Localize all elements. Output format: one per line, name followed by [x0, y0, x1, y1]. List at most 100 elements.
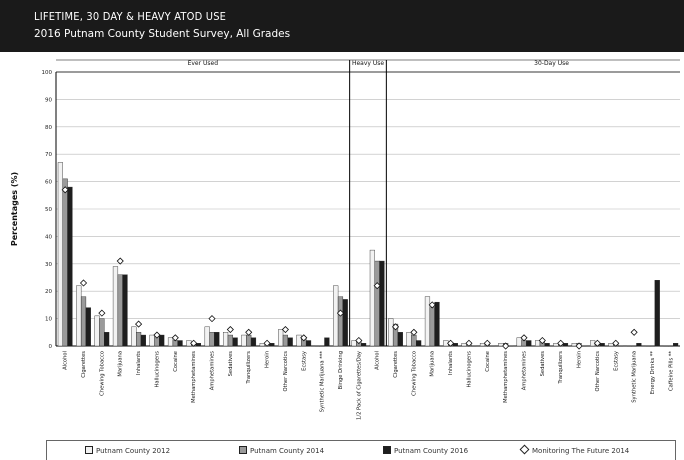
legend-label-2014: Putnam County 2014 — [250, 447, 325, 455]
section-label: Heavy Use — [352, 60, 384, 67]
mtf-marker — [153, 331, 161, 339]
bar — [278, 329, 284, 347]
x-tick-label: 1/2 Pack of Cigarettes/Day — [356, 351, 362, 420]
section-label: 30-Day Use — [534, 60, 569, 67]
x-tick-label: Hallucinogens — [466, 351, 472, 388]
legend-marker-mtf — [519, 444, 530, 455]
x-tick-label: Alcohol — [375, 351, 381, 370]
x-tick-label: Marijuana — [430, 351, 436, 377]
x-tick-label: Cocaine — [485, 351, 491, 372]
x-tick-label: Inhalants — [448, 351, 454, 375]
y-tick-label: 100 — [42, 70, 53, 76]
bar — [397, 332, 403, 347]
mtf-marker — [575, 342, 583, 350]
y-tick-label: 30 — [45, 262, 52, 268]
mtf-marker — [447, 339, 455, 347]
y-tick-label: 10 — [45, 317, 52, 323]
x-tick-label: Cigarettes — [81, 351, 87, 378]
bar — [599, 343, 605, 347]
bar — [62, 178, 68, 347]
mtf-marker — [612, 339, 620, 347]
bar — [67, 186, 73, 347]
bar — [204, 326, 210, 347]
x-tick-label: Synthetic Marijuana — [632, 351, 638, 403]
mtf-marker — [538, 336, 546, 345]
mtf-marker — [520, 334, 528, 342]
x-tick-label: Methamphetamines — [503, 351, 509, 403]
bar — [232, 337, 238, 347]
bar — [337, 296, 344, 347]
mtf-marker — [373, 282, 381, 290]
bar — [136, 332, 142, 347]
mtf-marker — [593, 339, 601, 347]
bar — [250, 337, 257, 347]
mtf-marker — [208, 315, 216, 323]
x-tick-label: Ecstasy — [301, 351, 307, 371]
x-tick-label: Methamphetamines — [191, 351, 197, 403]
mtf-marker — [502, 342, 510, 350]
x-tick-label: Heroin — [265, 351, 271, 368]
legend-swatch-2016 — [383, 446, 391, 454]
mtf-marker — [226, 325, 234, 334]
mtf-marker — [428, 301, 436, 309]
mtf-marker — [263, 339, 271, 347]
bar — [526, 340, 532, 347]
mtf-marker — [336, 309, 345, 317]
bar — [246, 334, 252, 347]
bar — [434, 301, 440, 347]
x-tick-label: Sedatives — [540, 351, 546, 377]
y-tick-label: 40 — [45, 234, 52, 240]
bar — [411, 334, 417, 347]
mtf-marker — [281, 325, 289, 334]
x-tick-label: Inhalants — [136, 351, 142, 375]
legend-item-mtf: Monitoring The Future 2014 — [519, 444, 629, 455]
bar — [416, 340, 422, 347]
bar — [159, 334, 165, 347]
x-tick-label: Marijuana — [118, 351, 124, 377]
bar — [388, 318, 394, 347]
legend-label-2016: Putnam County 2016 — [394, 447, 469, 455]
bar — [131, 326, 137, 347]
chart-banner: LIFETIME, 30 DAY & HEAVY ATOD USE 2016 P… — [0, 0, 684, 52]
bar — [112, 266, 119, 347]
bar — [269, 343, 275, 347]
mtf-marker — [391, 323, 400, 331]
bar — [241, 334, 247, 347]
legend-label-2012: Putnam County 2012 — [96, 447, 171, 455]
legend-item-2012: Putnam County 2012 — [85, 446, 170, 455]
bar — [76, 285, 82, 347]
y-tick-label: 0 — [49, 344, 53, 350]
x-tick-label: Tranquilizers — [246, 351, 252, 385]
bar — [673, 343, 679, 347]
bar — [429, 307, 435, 347]
mtf-marker — [245, 328, 253, 336]
y-axis-label: Percentages (%) — [10, 172, 19, 246]
mtf-marker — [98, 309, 106, 317]
bar — [324, 337, 330, 347]
mtf-marker — [465, 339, 473, 347]
x-tick-label: Ecstasy — [613, 351, 619, 371]
bar — [342, 299, 348, 347]
bar — [654, 280, 660, 347]
chart-legend: Putnam County 2012 Putnam County 2014 Pu… — [46, 440, 676, 460]
mtf-marker — [355, 336, 363, 345]
bar — [287, 337, 293, 347]
mtf-marker — [483, 339, 491, 347]
mtf-marker — [410, 328, 418, 336]
bar — [80, 296, 87, 347]
bar — [534, 340, 541, 347]
bar — [167, 337, 174, 347]
bar — [149, 334, 155, 347]
mtf-marker — [630, 328, 638, 336]
bar — [296, 334, 302, 347]
mtf-marker — [135, 320, 143, 328]
bar — [544, 343, 550, 347]
mtf-marker — [557, 339, 565, 347]
bar — [636, 343, 642, 347]
bar — [94, 315, 100, 347]
bar — [351, 340, 357, 347]
mtf-marker — [116, 257, 124, 265]
bar — [104, 332, 110, 347]
mtf-marker — [79, 279, 88, 287]
x-tick-label: Alcohol — [63, 351, 69, 370]
